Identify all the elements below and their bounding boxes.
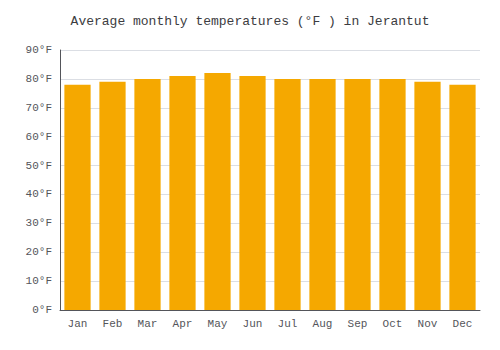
svg-text:Sep: Sep <box>348 318 368 330</box>
svg-text:10°F: 10°F <box>26 275 52 287</box>
svg-text:Oct: Oct <box>383 318 403 330</box>
svg-text:Mar: Mar <box>138 318 158 330</box>
svg-text:0°F: 0°F <box>32 304 52 316</box>
svg-text:May: May <box>208 318 228 330</box>
svg-text:80°F: 80°F <box>26 73 52 85</box>
svg-text:90°F: 90°F <box>26 44 52 56</box>
svg-text:Average monthly temperatures (: Average monthly temperatures (°F ) in Je… <box>71 14 430 29</box>
svg-text:Jun: Jun <box>243 318 263 330</box>
svg-text:40°F: 40°F <box>26 188 52 200</box>
svg-text:Jul: Jul <box>278 318 298 330</box>
svg-text:Jan: Jan <box>68 318 88 330</box>
svg-text:Dec: Dec <box>453 318 473 330</box>
svg-text:Nov: Nov <box>418 318 438 330</box>
svg-text:Apr: Apr <box>173 318 193 330</box>
svg-text:30°F: 30°F <box>26 217 52 229</box>
svg-text:60°F: 60°F <box>26 131 52 143</box>
svg-text:50°F: 50°F <box>26 160 52 172</box>
svg-text:Aug: Aug <box>313 318 333 330</box>
svg-text:20°F: 20°F <box>26 246 52 258</box>
svg-text:Feb: Feb <box>103 318 123 330</box>
svg-text:70°F: 70°F <box>26 102 52 114</box>
